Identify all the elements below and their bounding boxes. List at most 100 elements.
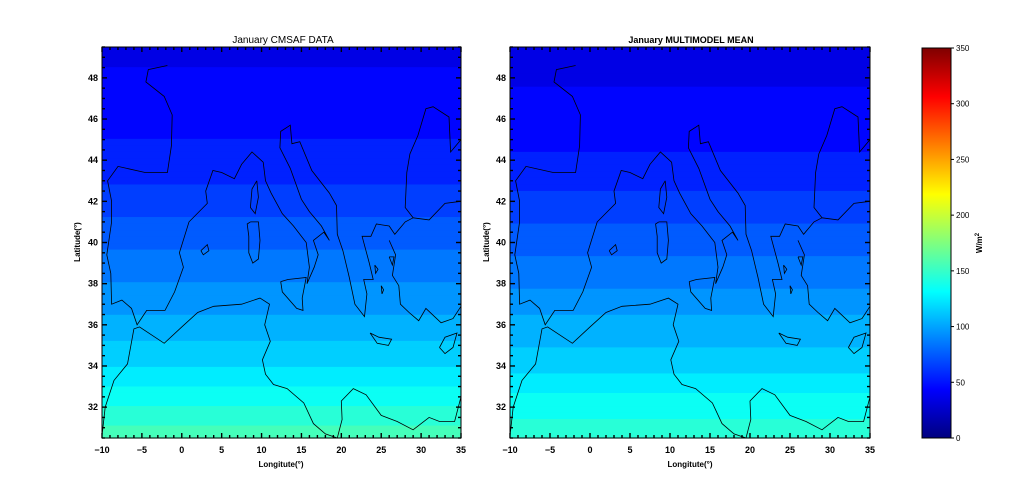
heatmap-band <box>102 262 461 270</box>
heatmap-band <box>102 372 461 380</box>
heatmap-band <box>102 183 461 191</box>
heatmap-band <box>510 190 870 198</box>
heatmap-band <box>510 157 870 165</box>
panel-title: January CMSAF DATA <box>232 35 334 46</box>
heatmap-band <box>102 314 461 322</box>
heatmap-band <box>510 53 870 61</box>
heatmap-band <box>102 131 461 139</box>
y-tick-labels: 32 34 36 38 40 42 44 46 48 <box>88 73 98 412</box>
heatmap-band <box>510 118 870 126</box>
heatmap-band <box>102 353 461 361</box>
y-tick-label: 34 <box>496 361 506 371</box>
coast-segment <box>797 240 871 324</box>
heatmap-band <box>510 105 870 113</box>
heatmap-band <box>102 118 461 126</box>
colorbar-tick-label: 350 <box>956 44 970 53</box>
tick-marks <box>101 46 462 439</box>
heatmap-band <box>510 183 870 191</box>
heatmap-band <box>102 47 461 55</box>
heatmap-band <box>102 392 461 400</box>
x-tick-label: 20 <box>745 445 755 455</box>
heatmap-field <box>102 47 461 439</box>
y-tick-label: 48 <box>496 73 506 83</box>
y-tick-labels: 32 34 36 38 40 42 44 46 48 <box>496 73 506 412</box>
coast-segment <box>413 200 462 221</box>
colorbar-gradient <box>921 47 952 439</box>
heatmap-band <box>510 144 870 152</box>
heatmap-band <box>102 333 461 341</box>
x-tick-label: 5 <box>219 445 224 455</box>
coast-segment <box>388 240 462 324</box>
heatmap-band <box>510 170 870 178</box>
panel-multimodel: January MULTIMODEL MEAN −10 −5 0 5 10 15 20 25 3… <box>482 35 875 469</box>
heatmap-band <box>102 170 461 178</box>
heatmap-band <box>102 268 461 276</box>
heatmap-band <box>510 222 870 231</box>
heatmap-band <box>510 372 870 380</box>
heatmap-band <box>102 307 461 315</box>
heatmap-band <box>510 151 870 159</box>
heatmap-band <box>102 53 461 61</box>
heatmap-band <box>102 73 461 81</box>
heatmap-band <box>102 275 461 283</box>
heatmap-band <box>510 47 870 55</box>
x-axis-label: Longitute(°) <box>259 460 304 469</box>
y-tick-label: 46 <box>496 114 506 124</box>
coast-segment <box>380 285 385 295</box>
heatmap-band <box>102 340 461 348</box>
heatmap-band <box>102 105 461 113</box>
heatmap-band <box>102 235 461 244</box>
coast-segment <box>789 285 793 295</box>
coastline <box>101 65 462 439</box>
heatmap-band <box>102 151 461 159</box>
heatmap-band <box>102 92 461 100</box>
colorbar-tick-label: 200 <box>956 211 970 220</box>
coast-segment <box>658 180 668 215</box>
coast-segment <box>509 297 871 439</box>
panel-title: January MULTIMODEL MEAN <box>628 35 753 45</box>
heatmap-band <box>102 398 461 407</box>
colorbar-tick-label: 50 <box>956 378 965 387</box>
x-tick-label: −10 <box>94 445 109 455</box>
y-tick-label: 48 <box>88 73 98 83</box>
coast-segment <box>688 277 716 311</box>
y-axis-label: Latitude(°) <box>73 222 82 262</box>
heatmap-band <box>510 268 870 276</box>
heatmap-band <box>102 431 461 439</box>
colorbar-tick-label: 150 <box>956 267 970 276</box>
heatmap-band <box>510 418 870 426</box>
y-tick-label: 44 <box>496 155 506 165</box>
heatmap-band <box>102 424 461 433</box>
heatmap-band <box>102 99 461 107</box>
heatmap-band <box>102 125 461 133</box>
heatmap-band <box>102 255 461 263</box>
coast-segment <box>821 200 871 221</box>
heatmap-band <box>510 353 870 361</box>
heatmap-band <box>510 307 870 315</box>
coast-segment <box>778 332 802 346</box>
coast-segment <box>200 243 210 256</box>
heatmap-band <box>510 379 870 387</box>
x-tick-labels: −10 −5 0 5 10 15 20 25 30 35 <box>94 445 466 455</box>
heatmap-band <box>510 255 870 263</box>
x-tick-label: 10 <box>257 445 267 455</box>
heatmap-band <box>510 366 870 374</box>
y-tick-label: 36 <box>496 320 506 330</box>
y-tick-label: 42 <box>88 196 98 206</box>
heatmap-band <box>510 73 870 81</box>
x-tick-label: 15 <box>705 445 715 455</box>
heatmap-band <box>510 196 870 204</box>
heatmap-band <box>510 294 870 302</box>
heatmap-band <box>102 190 461 198</box>
coast-segment <box>797 256 804 267</box>
coast-segment <box>655 221 669 264</box>
y-tick-label: 32 <box>496 402 506 412</box>
heatmap-band <box>102 216 461 224</box>
heatmap-band <box>510 314 870 322</box>
coastline <box>509 65 871 439</box>
heatmap-band <box>102 209 461 218</box>
colorbar: 0 50 100 150 200 250 300 350 W/m2 <box>921 44 984 443</box>
heatmap-band <box>510 320 870 328</box>
x-tick-label: 35 <box>865 445 875 455</box>
